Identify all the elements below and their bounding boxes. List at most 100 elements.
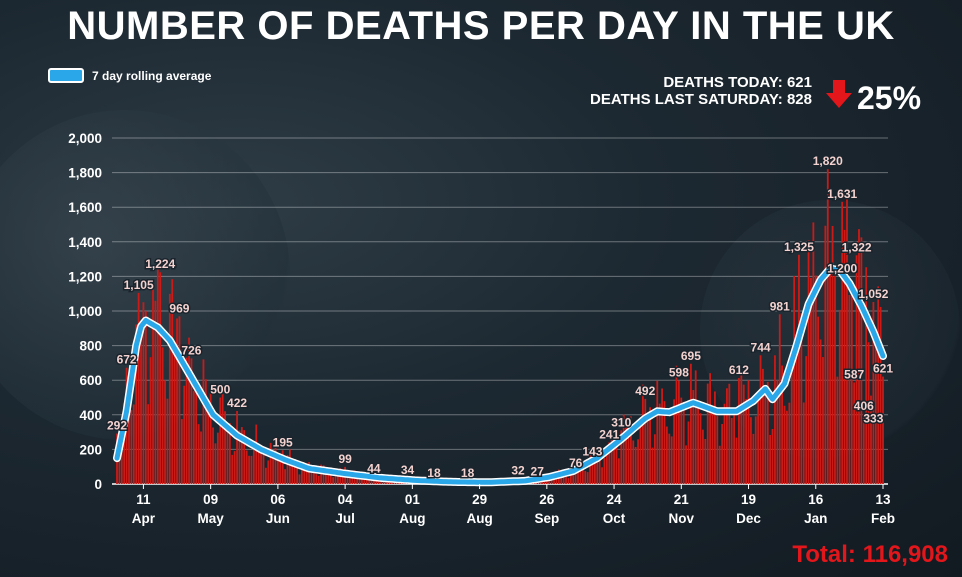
daily-death-bar	[764, 395, 767, 484]
daily-death-bar	[128, 412, 130, 484]
daily-death-bar	[802, 402, 805, 484]
data-label: 1,224	[145, 257, 175, 271]
daily-death-bar	[305, 463, 308, 484]
daily-death-bar	[665, 426, 668, 484]
data-label: 1,200	[827, 261, 857, 275]
daily-death-bar	[236, 410, 238, 484]
daily-death-bar	[589, 453, 591, 484]
rolling-average-line	[114, 266, 886, 485]
daily-death-bar	[641, 384, 644, 484]
daily-death-bar	[639, 420, 642, 484]
daily-death-bar	[814, 275, 817, 484]
daily-death-bar	[718, 445, 721, 484]
daily-death-bar	[190, 358, 193, 484]
daily-death-bar	[605, 448, 608, 484]
daily-death-bar	[788, 402, 791, 484]
data-label: 310	[611, 415, 631, 429]
daily-death-bar	[692, 389, 695, 484]
daily-death-bar	[567, 478, 570, 484]
daily-death-bar	[183, 385, 186, 484]
daily-death-bar	[848, 294, 851, 484]
daily-death-bar	[166, 398, 169, 484]
daily-death-bar	[762, 368, 764, 484]
y-tick-label: 600	[79, 373, 102, 388]
daily-death-bar	[349, 478, 351, 484]
x-tick-day-label: 09	[203, 492, 218, 507]
data-label: 1,052	[858, 287, 888, 301]
daily-death-bar	[284, 469, 286, 484]
daily-death-bar	[812, 222, 815, 484]
daily-death-bar	[735, 437, 738, 484]
daily-death-bar	[238, 430, 241, 484]
data-label: 500	[210, 383, 230, 397]
daily-death-bar	[327, 467, 330, 484]
y-tick-label: 1,400	[68, 235, 102, 250]
daily-death-bar	[298, 474, 301, 484]
daily-death-bar	[154, 300, 157, 484]
x-tick-month-label: Sep	[534, 511, 559, 526]
total-deaths: Total: 116,908	[792, 541, 948, 568]
daily-death-bar	[192, 391, 195, 484]
daily-death-bar	[798, 254, 800, 484]
daily-death-bar	[176, 318, 178, 484]
data-label: 981	[770, 299, 790, 313]
bar-series	[116, 169, 884, 485]
x-tick-day-label: 16	[808, 492, 824, 507]
daily-death-bar	[260, 447, 262, 484]
daily-death-bar	[337, 472, 339, 484]
daily-death-bar	[860, 237, 863, 484]
daily-death-bar	[130, 409, 133, 484]
x-tick-day-label: 06	[270, 492, 286, 507]
daily-death-bar	[658, 403, 661, 484]
daily-death-bar	[690, 363, 692, 484]
daily-death-bar	[649, 407, 651, 484]
daily-death-bar	[805, 356, 808, 484]
daily-death-bar	[603, 458, 606, 484]
daily-death-bar	[834, 269, 836, 484]
data-label: 422	[227, 396, 247, 410]
daily-death-bar	[826, 169, 829, 484]
daily-death-bar	[550, 478, 553, 484]
daily-death-bar	[872, 302, 875, 484]
data-label: 406	[854, 399, 874, 413]
daily-death-bar	[264, 467, 267, 484]
daily-death-bar	[137, 292, 140, 484]
daily-death-bar	[596, 450, 599, 484]
daily-death-bar	[846, 196, 848, 484]
x-tick-day-label: 11	[136, 492, 151, 507]
daily-death-bar	[771, 429, 774, 484]
daily-death-bar	[855, 255, 858, 484]
daily-death-bar	[769, 434, 772, 484]
data-label: 99	[338, 452, 352, 466]
daily-death-bar	[214, 443, 217, 484]
daily-death-bar	[615, 439, 618, 484]
daily-death-bar	[212, 427, 214, 484]
daily-death-bar	[877, 286, 880, 484]
daily-death-bar	[706, 383, 709, 484]
x-tick-month-label: Jan	[804, 511, 827, 526]
data-label: 34	[401, 463, 415, 477]
daily-death-bar	[697, 404, 700, 484]
y-tick-label: 2,000	[68, 131, 102, 146]
daily-death-bar	[252, 442, 255, 484]
daily-death-bar	[776, 380, 779, 484]
daily-death-bar	[363, 477, 366, 484]
daily-death-bar	[836, 376, 839, 484]
daily-death-bar	[622, 414, 625, 484]
daily-death-bar	[135, 324, 138, 484]
daily-death-bar	[663, 401, 666, 484]
daily-death-bar	[313, 469, 315, 484]
daily-death-bar	[291, 462, 294, 484]
daily-death-bar	[293, 459, 296, 484]
daily-death-bar	[581, 466, 584, 484]
daily-death-bar	[303, 463, 306, 484]
data-label: 241	[599, 427, 619, 441]
daily-death-bar	[216, 432, 219, 484]
daily-death-bar	[682, 401, 685, 484]
daily-death-bar	[634, 446, 637, 484]
daily-death-bar	[365, 478, 368, 484]
daily-death-bar	[711, 410, 714, 484]
daily-death-bar	[766, 381, 769, 484]
daily-death-bar	[783, 405, 786, 484]
daily-death-bar	[310, 469, 313, 484]
